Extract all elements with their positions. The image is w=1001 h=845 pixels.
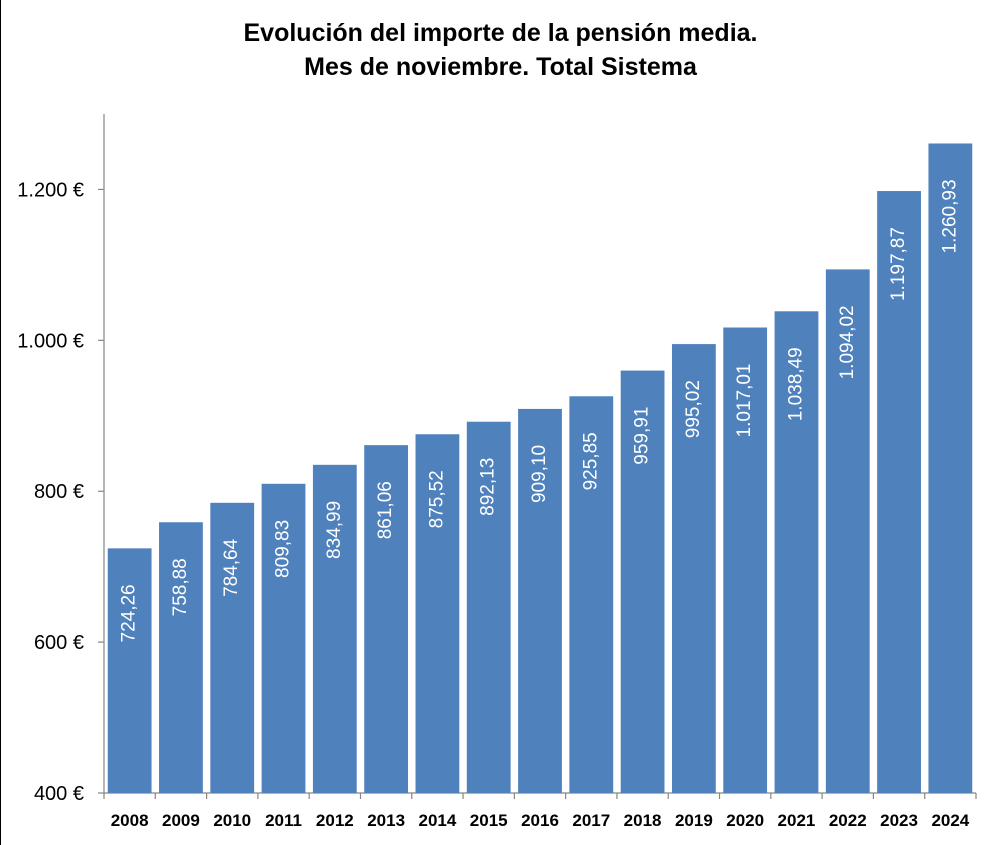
bar: [518, 408, 562, 793]
bar: [723, 327, 768, 793]
bar-value-label: 861,06: [375, 481, 396, 539]
bar: [620, 370, 665, 793]
bar: [364, 445, 409, 793]
bar-value-label: 1.094,02: [837, 305, 858, 379]
chart-title: Evolución del importe de la pensión medi…: [243, 19, 758, 47]
bar-value-label: 724,26: [119, 584, 140, 642]
x-tick-label: 2008: [111, 811, 149, 830]
axes: 400 € 600 € 800 € 1.000 € 1.200 €: [17, 114, 977, 805]
bar: [466, 421, 511, 793]
bar: [877, 191, 921, 794]
y-tick-label: 400 €: [34, 783, 84, 805]
y-tick-label: 600 €: [34, 632, 84, 654]
bar-value-label: 784,64: [221, 538, 242, 597]
bar-value-label: 1.017,01: [734, 364, 755, 438]
bar-value-label: 925,85: [580, 432, 601, 490]
bar: [210, 502, 255, 793]
bar-value-label: 959,91: [632, 407, 653, 465]
bar-value-label: 892,13: [478, 458, 499, 516]
bar-value-label: 809,83: [273, 520, 294, 578]
bar-value-label: 995,02: [683, 380, 704, 438]
bar-value-label: 1.197,87: [888, 227, 909, 301]
bar: [774, 311, 819, 793]
x-tick-label: 2014: [418, 811, 456, 830]
bar-value-label: 1.038,49: [785, 347, 806, 421]
chart-subtitle: Mes de noviembre. Total Sistema: [304, 53, 697, 81]
x-tick-label: 2016: [521, 811, 559, 830]
bar: [415, 434, 460, 793]
bar: [312, 464, 357, 793]
x-tick-label: 2009: [162, 811, 200, 830]
bar-value-label: 909,10: [529, 445, 550, 503]
x-tick-label: 2010: [213, 811, 251, 830]
frame-left-border: [0, 0, 1, 845]
bar: [569, 396, 614, 793]
bar: [107, 548, 152, 793]
bar: [928, 143, 973, 794]
bar: [671, 344, 716, 793]
bar: [825, 269, 870, 793]
bar-value-label: 834,99: [324, 501, 345, 559]
x-tick-label: 2024: [931, 811, 969, 830]
bars: [107, 143, 973, 794]
chart-title-block: Evolución del importe de la pensión medi…: [0, 16, 1001, 84]
x-tick-label: 2023: [880, 811, 918, 830]
y-tick-label: 800 €: [34, 481, 84, 503]
bar-value-label: 875,52: [426, 470, 447, 528]
x-tick-label: 2017: [572, 811, 610, 830]
x-tick-label: 2022: [829, 811, 867, 830]
bar: [159, 522, 203, 793]
x-tick-label: 2012: [316, 811, 354, 830]
bar-value-label: 1.260,93: [939, 179, 960, 253]
x-tick-label: 2021: [778, 811, 816, 830]
x-tick-label: 2011: [265, 811, 302, 830]
y-tick-label: 1.000 €: [17, 330, 84, 352]
x-tick-label: 2020: [726, 811, 764, 830]
bar: [261, 483, 306, 793]
x-tick-label: 2013: [367, 811, 405, 830]
y-tick-label: 1.200 €: [17, 179, 84, 201]
data-labels: 2008 724,26 2009 758,88 2010 784,64 2011 809,83…: [111, 179, 970, 830]
x-tick-label: 2019: [675, 811, 713, 830]
bar-value-label: 758,88: [170, 558, 191, 616]
x-tick-label: 2018: [624, 811, 662, 830]
x-tick-label: 2015: [470, 811, 508, 830]
